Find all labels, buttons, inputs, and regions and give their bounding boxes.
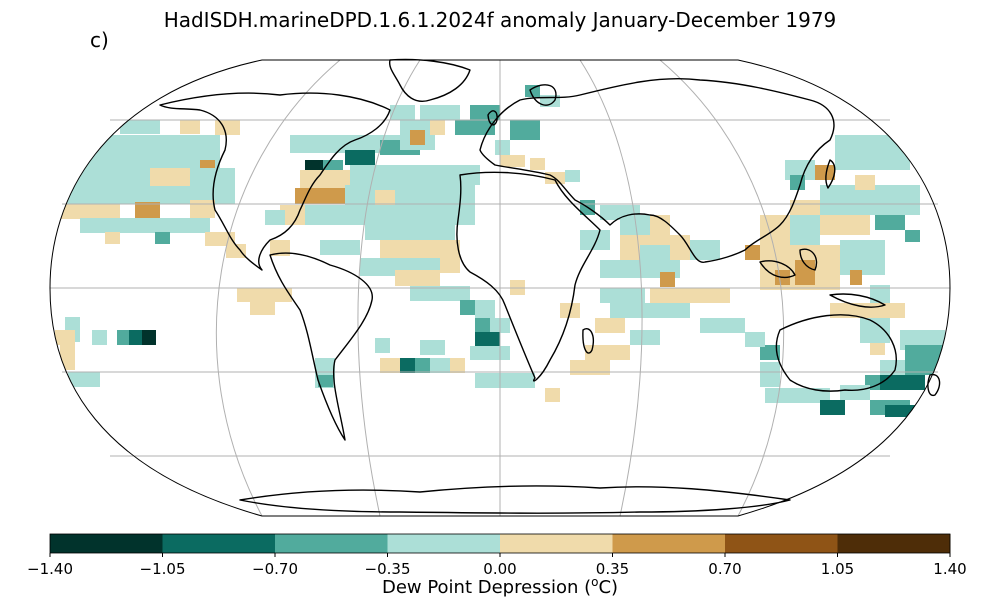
colorbar-tick-label: −0.70 [252,560,298,578]
colorbar-tick-label: 0.70 [708,560,742,578]
graticule [50,59,950,517]
colorbar-bin [387,534,501,553]
colorbar-tick-label: −0.35 [364,560,411,578]
panel-label: c) [90,28,109,52]
colorbar [49,533,951,557]
colorbar-tick-label: 1.05 [820,560,855,578]
colorbar-tick-label: −1.40 [27,560,73,578]
colorbar-bin [50,534,163,553]
map-title: HadISDH.marineDPD.1.6.1.2024f anomaly Ja… [163,8,837,32]
colorbar-tick-label: 1.40 [933,560,967,578]
colorbar-label-unit: C) [598,577,619,598]
colorbar-tick-label: −1.05 [139,560,186,578]
globe-outline [49,59,951,517]
colorbar-label-text: Dew Point Depression ( [381,577,592,598]
colorbar-label: Dew Point Depression (oC) [0,575,1000,598]
colorbar-bin [837,534,951,553]
colorbar-bin [162,534,276,553]
coastlines [159,58,941,514]
colorbar-tick-label: 0.00 [483,560,517,578]
colorbar-tick-label: 0.35 [595,560,630,578]
colorbar-label-superscript: o [591,575,599,589]
colorbar-bin [500,534,613,553]
colorbar-bin [725,534,838,553]
colorbar-bin [275,534,388,553]
colorbar-bin [612,534,726,553]
